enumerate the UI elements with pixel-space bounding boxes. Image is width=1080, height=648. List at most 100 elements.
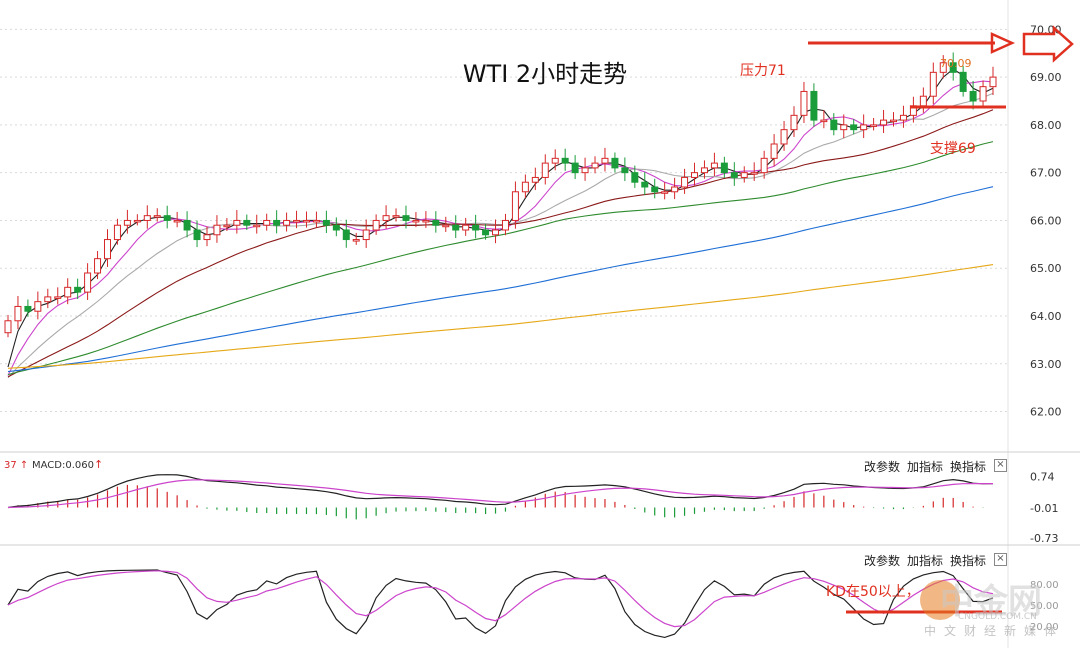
resistance-price: 70.09 — [940, 57, 972, 70]
candle-body — [442, 224, 450, 228]
candle-body — [820, 119, 828, 123]
candle-body — [4, 320, 12, 334]
candle-body — [890, 119, 898, 123]
candle-body — [710, 162, 718, 169]
y-tick-label: 68.00 — [1030, 119, 1062, 132]
candle-body — [392, 215, 400, 218]
moving-average-lines — [7, 68, 994, 379]
candle-body — [671, 186, 679, 193]
candle-body — [422, 219, 430, 223]
candle-body — [949, 62, 957, 73]
candle-body — [173, 219, 181, 223]
candle-body — [402, 215, 410, 221]
macd-tick-label: -0.73 — [1030, 532, 1058, 545]
candle-body — [800, 90, 808, 116]
candle-body — [332, 224, 340, 231]
big-arrow-icon — [1022, 25, 1074, 63]
candle-body — [611, 157, 619, 169]
candle-body — [293, 219, 301, 223]
macd-swap-indicator-button[interactable]: 换指标 — [950, 460, 987, 474]
candle-body — [770, 143, 778, 159]
y-tick-label: 66.00 — [1030, 214, 1062, 227]
candle-body — [591, 162, 599, 169]
ma-line — [7, 68, 994, 368]
candle-body — [700, 167, 708, 174]
candle-body — [581, 167, 589, 174]
macd-params-button[interactable]: 改参数 — [864, 460, 901, 474]
candle-body — [651, 186, 659, 193]
candle-body — [64, 286, 72, 298]
candle-body — [501, 219, 509, 231]
candle-body — [899, 114, 907, 121]
kd-params-button[interactable]: 改参数 — [864, 554, 901, 568]
macd-add-indicator-button[interactable]: 加指标 — [907, 460, 944, 474]
candle-body — [472, 224, 480, 231]
candle-body — [989, 76, 997, 88]
candle-body — [730, 172, 738, 178]
candle-body — [273, 219, 281, 226]
candle-body — [253, 224, 261, 228]
candle-body — [860, 124, 868, 131]
candle-body — [143, 215, 151, 221]
ma-line — [7, 141, 994, 376]
candle-body — [691, 172, 699, 178]
kd-close-icon[interactable]: × — [994, 553, 1007, 566]
candle-body — [382, 215, 390, 221]
candle-body — [631, 172, 639, 183]
candle-body — [810, 90, 818, 121]
kd-add-indicator-button[interactable]: 加指标 — [907, 554, 944, 568]
candle-body — [44, 296, 52, 303]
y-tick-label: 63.00 — [1030, 358, 1062, 371]
resistance-arrow-head — [990, 32, 1016, 54]
candle-body — [870, 124, 878, 127]
kd-tick-label: 50.00 — [1030, 601, 1059, 612]
y-tick-label: 65.00 — [1030, 262, 1062, 275]
candle-body — [880, 119, 888, 126]
candle-body — [840, 124, 848, 131]
candle-body — [263, 219, 271, 226]
candle-body — [959, 71, 967, 92]
kd-swap-indicator-button[interactable]: 换指标 — [950, 554, 987, 568]
macd-dif-line — [7, 474, 994, 509]
candle-body — [929, 71, 937, 97]
candle-body — [521, 181, 529, 193]
macd-tick-label: -0.01 — [1030, 502, 1058, 515]
candle-body — [452, 224, 460, 231]
candle-body — [14, 305, 22, 322]
support-label: 支撑69 — [930, 141, 976, 157]
macd-close-icon[interactable]: × — [994, 459, 1007, 472]
y-tick-label: 67.00 — [1030, 167, 1062, 180]
candle-body — [482, 229, 490, 236]
macd-axis: 0.74 -0.01 -0.73 — [1030, 471, 1058, 545]
watermark-url: CNGOLD.COM.CN — [958, 612, 1037, 622]
candle-body — [969, 90, 977, 102]
candle-body — [223, 224, 231, 228]
kd-tick-label: 80.00 — [1030, 580, 1059, 591]
y-tick-label: 64.00 — [1030, 310, 1062, 323]
candle-body — [193, 229, 201, 241]
candle-body — [740, 172, 748, 178]
resistance-label: 压力71 — [740, 63, 786, 79]
candle-body — [74, 286, 82, 293]
candle-body — [362, 229, 370, 241]
candle-body — [183, 219, 191, 231]
candle-body — [561, 157, 569, 164]
candle-body — [432, 219, 440, 226]
candle-body — [492, 229, 500, 236]
macd-tick-label: 0.74 — [1030, 471, 1055, 484]
macd-panel — [7, 474, 994, 520]
candle-body — [531, 176, 539, 183]
candle-body — [24, 305, 32, 312]
kd-annotation: KD在50以上， — [826, 584, 920, 600]
y-tick-label: 62.00 — [1030, 406, 1062, 419]
candle-body — [571, 162, 579, 174]
candle-body — [372, 219, 380, 231]
candle-body — [133, 219, 141, 223]
ma-line — [7, 80, 994, 376]
candle-body — [84, 272, 92, 293]
candle-body — [979, 86, 987, 102]
price-axis: 70.0069.0068.0067.0066.0065.0064.0063.00… — [1030, 23, 1062, 418]
candle-body — [621, 167, 629, 174]
candle-body — [720, 162, 728, 174]
ma-line — [7, 186, 994, 373]
